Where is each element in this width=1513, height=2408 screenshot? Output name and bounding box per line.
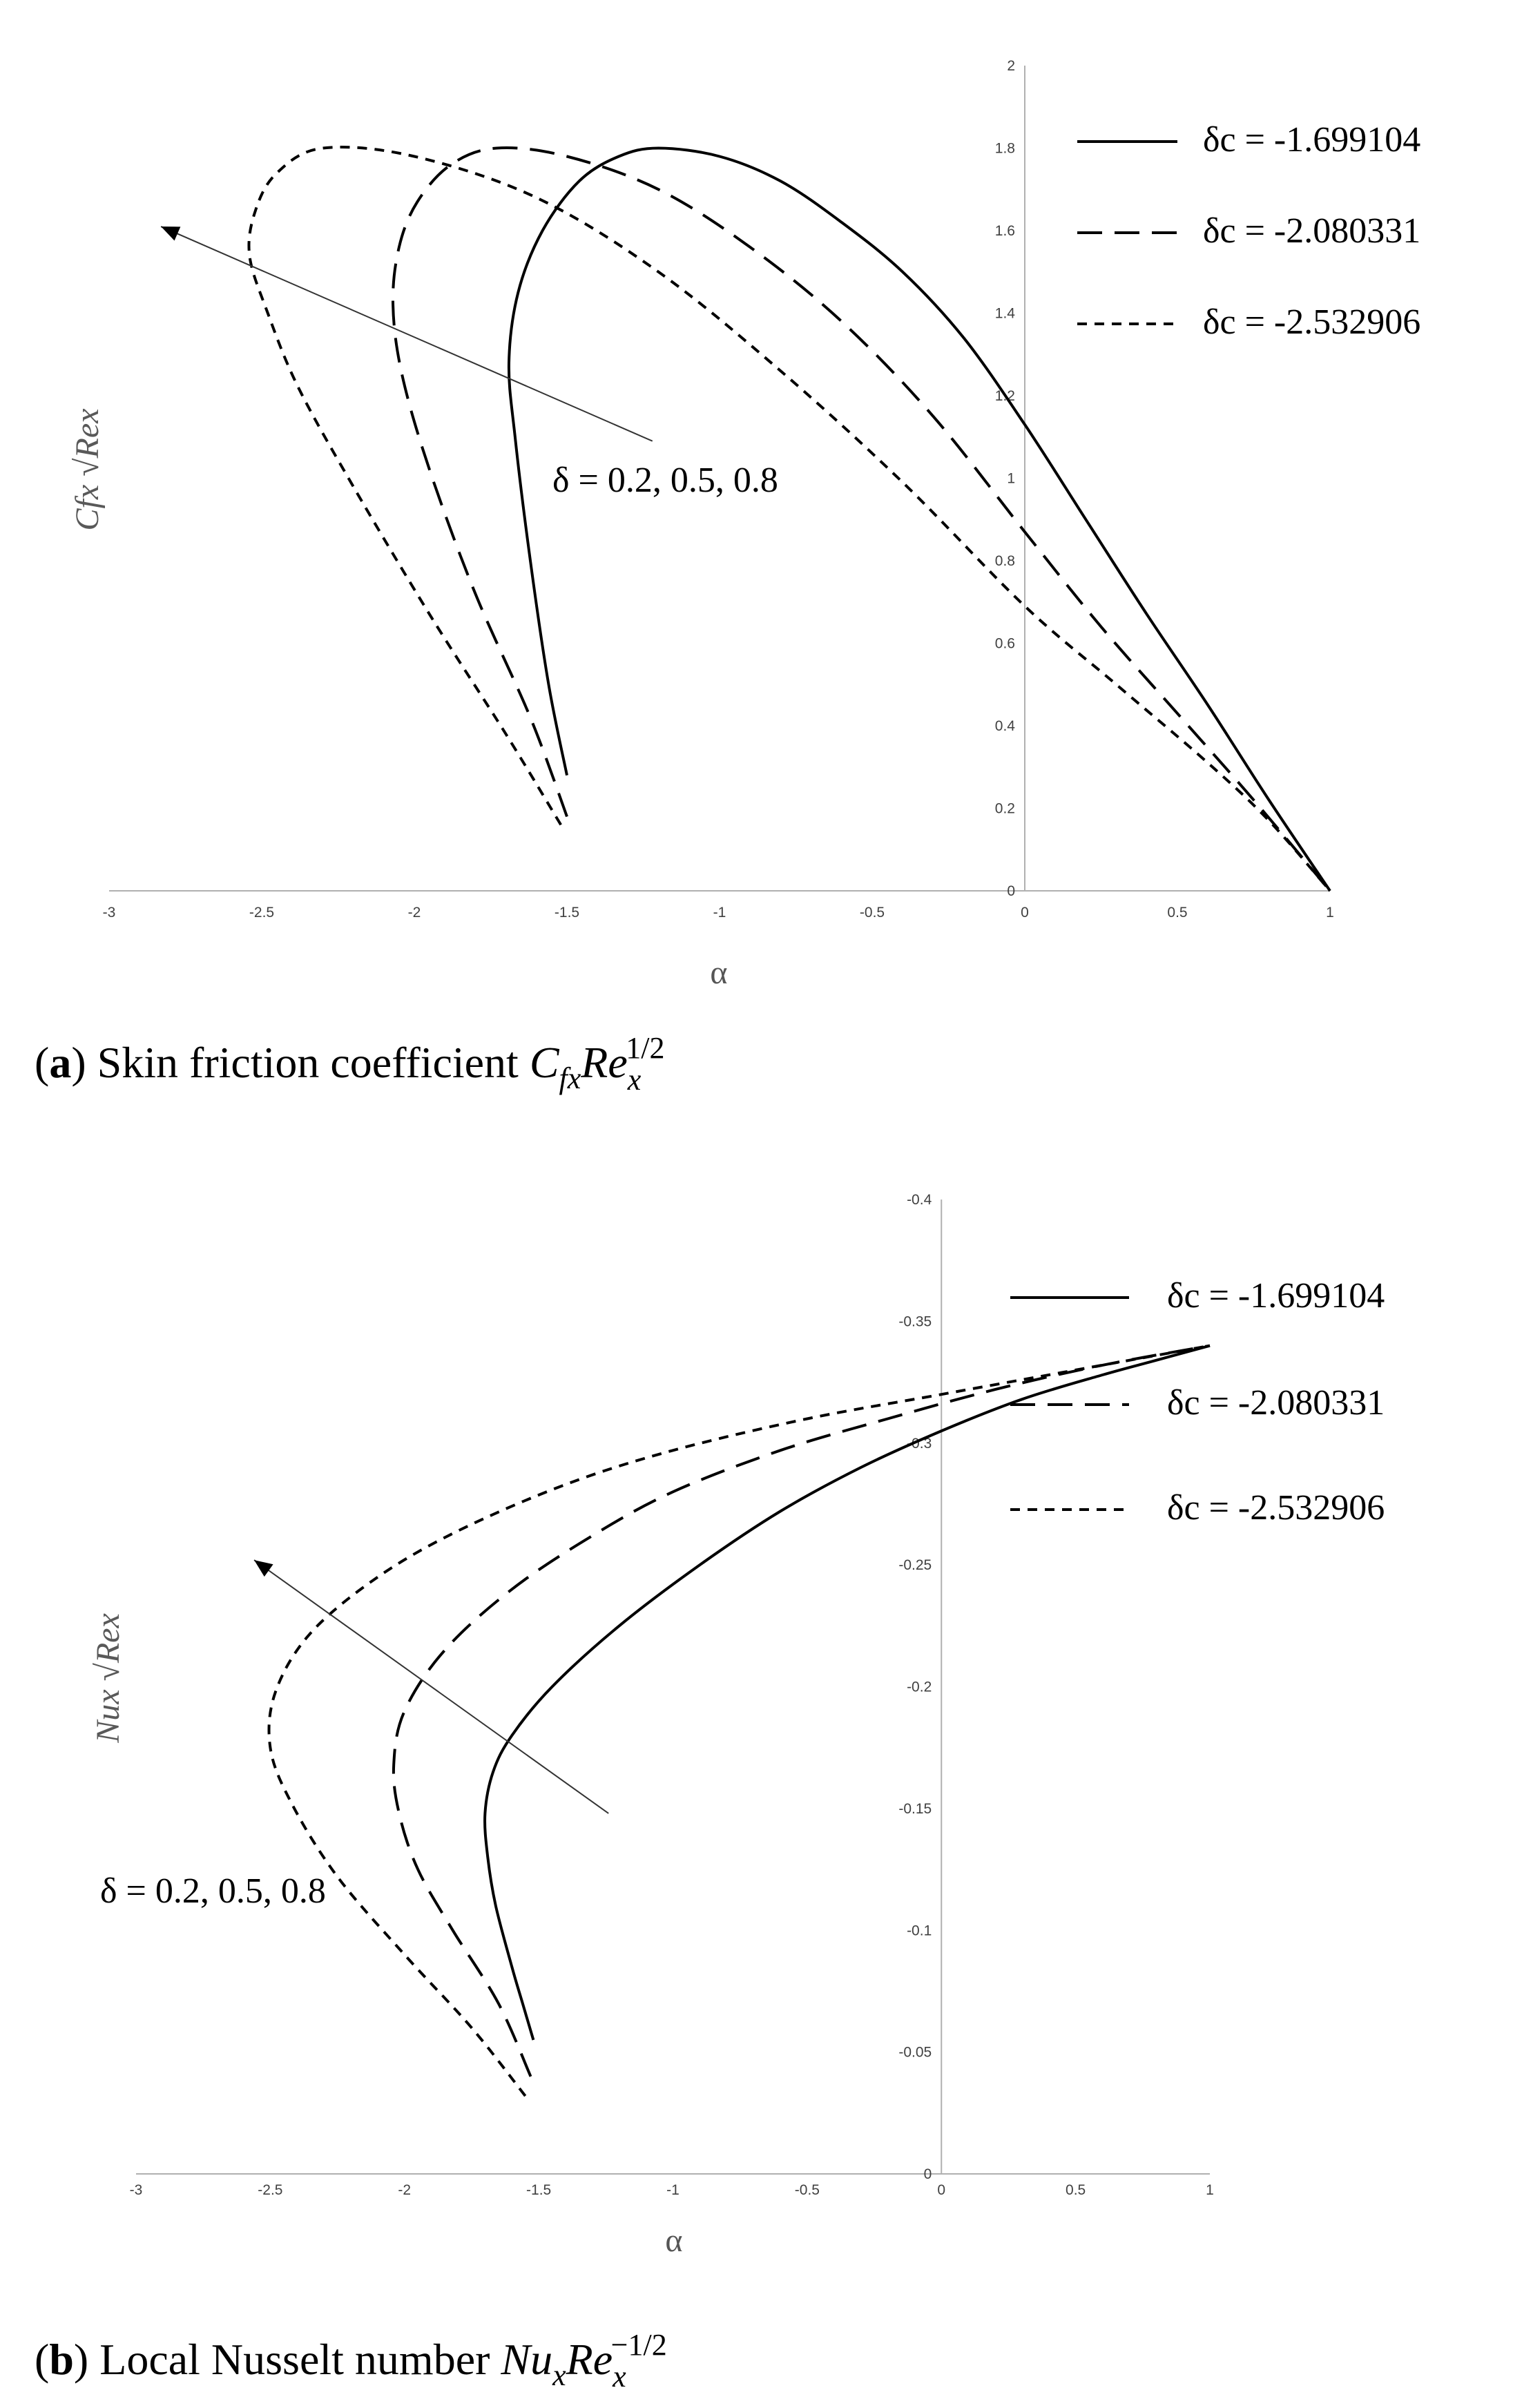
panel-a-caption-open-paren: ( — [35, 1038, 49, 1087]
panel-b-legend-label-1: δc = -1.699104 — [1167, 1276, 1385, 1316]
panel-b-x-tick-label: -1.5 — [526, 2182, 551, 2198]
panel-a-y-tick-label: 0.2 — [995, 801, 1015, 817]
panel-b-x-tick-label: -2.5 — [258, 2182, 282, 2198]
panel-a-x-axis-label: α — [710, 954, 727, 991]
panel-b-caption-label: b — [49, 2335, 74, 2384]
panel-a-caption: (a) Skin friction coefficient CfxRex1/2 — [35, 1031, 665, 1097]
panel-a-arrow-line — [160, 226, 653, 442]
panel-b-caption: (b) Local Nusselt number NuxRex−1/2 — [35, 2328, 667, 2393]
panel-b-legend-label-2: δc = -2.080331 — [1167, 1383, 1385, 1423]
panel-b-caption-symbol2: Re — [566, 2335, 613, 2384]
panel-b-caption-symbol: Nu — [500, 2335, 552, 2384]
panel-a-caption-symbol-sub: fx — [559, 1061, 581, 1095]
panel-a-x-tick-label: 0 — [1021, 905, 1029, 921]
panel-a-y-axis-label: Cfx √Rex — [69, 409, 106, 531]
panel-a-x-tick-label: 1 — [1326, 905, 1334, 921]
panel-a-caption-label: a — [49, 1038, 71, 1087]
panel-b-caption-symbol-sub: x — [552, 2358, 566, 2392]
panel-a-caption-symbol2-sup: 1/2 — [626, 1031, 664, 1065]
panel-b-caption-open-paren: ( — [35, 2335, 49, 2384]
panel-a-series-line-1 — [507, 146, 1331, 892]
panel-a-caption-space — [519, 1038, 530, 1087]
panel-b: -3 -2.5 -2 -1.5 -1 -0.5 0 0.5 1 0 -0.05 -0.1 -0.15 -0… — [35, 1192, 1385, 2393]
panel-a-x-tick-label: -1.5 — [555, 905, 579, 921]
panel-a-x-tick-label: 0.5 — [1167, 905, 1187, 921]
panel-a-legend-label-3: δc = -2.532906 — [1203, 302, 1420, 342]
panel-a-legend-label-2: δc = -2.080331 — [1203, 211, 1420, 251]
panel-b-delta-annotation: δ = 0.2, 0.5, 0.8 — [100, 1871, 326, 1911]
panel-a-x-tick-label: -0.5 — [860, 905, 885, 921]
panel-b-x-tick-label: 0 — [937, 2182, 945, 2198]
panel-b-series-line-1 — [483, 1344, 1211, 2041]
panel-a-arrow-head — [161, 227, 181, 241]
panel-a-y-tick-label: 0.6 — [995, 636, 1015, 652]
panel-a-x-tick-label: -2 — [408, 905, 421, 921]
panel-b-x-tick-label: -3 — [130, 2182, 143, 2198]
panel-b-y-tick-label: -0.4 — [907, 1192, 932, 1208]
panel-a-y-tick-label: 0 — [1007, 883, 1015, 899]
panel-b-y-tick-label: -0.1 — [907, 1923, 932, 1938]
panel-a-y-tick-label: 1.6 — [995, 223, 1015, 239]
panel-a-y-tick-label: 1 — [1007, 471, 1015, 487]
panel-a-y-tick-label: 2 — [1007, 58, 1015, 74]
panel-a-x-tick-label: -2.5 — [249, 905, 274, 921]
panel-b-legend-label-3: δc = -2.532906 — [1167, 1488, 1385, 1528]
panel-a-delta-annotation: δ = 0.2, 0.5, 0.8 — [552, 461, 778, 500]
panel-b-x-axis-label: α — [665, 2222, 682, 2259]
panel-b-x-tick-label: 0.5 — [1066, 2182, 1086, 2198]
panel-b-caption-symbol2-sub: x — [612, 2360, 626, 2393]
panel-b-caption-space — [490, 2335, 501, 2384]
panel-b-series-line-3 — [267, 1344, 1211, 2097]
panel-b-caption-symbol2-sup: −1/2 — [611, 2328, 667, 2362]
panel-b-y-tick-label: 0 — [924, 2166, 932, 2182]
panel-a-x-tick-label: -3 — [103, 905, 116, 921]
panel-a-caption-symbol2: Re — [580, 1038, 628, 1087]
panel-b-x-tick-label: -2 — [398, 2182, 411, 2198]
panel-b-arrow-line — [253, 1559, 609, 1814]
panel-a-x-tick-label: -1 — [713, 905, 726, 921]
panel-b-caption-close-paren: ) — [74, 2335, 99, 2384]
panel-b-y-axis-label: Nux √Rex — [90, 1613, 126, 1744]
panel-a-y-tick-label: 0.4 — [995, 718, 1016, 734]
panel-a-caption-symbol: C — [530, 1038, 560, 1087]
panel-b-y-tick-label: -0.2 — [907, 1679, 932, 1695]
panel-a: -3 -2.5 -2 -1.5 -1 -0.5 0 0.5 100.20.40.60.811.2… — [35, 58, 1420, 1097]
panel-a-caption-symbol2-sub: x — [627, 1063, 642, 1097]
panel-b-x-tick-label: -0.5 — [795, 2182, 820, 2198]
panel-b-series-line-2 — [392, 1344, 1211, 2077]
panel-b-y-tick-label: -0.25 — [898, 1557, 932, 1573]
panel-a-y-tick-label: 1.8 — [995, 141, 1015, 157]
panel-a-caption-close-paren: ) — [71, 1038, 97, 1087]
panel-b-y-tick-label: -0.3 — [907, 1436, 932, 1452]
panel-a-legend-label-1: δc = -1.699104 — [1203, 120, 1420, 160]
panel-b-caption-text: Local Nusselt number — [99, 2335, 490, 2384]
panel-b-y-tick-label: -0.05 — [898, 2045, 932, 2061]
panel-b-y-tick-label: -0.35 — [898, 1313, 932, 1329]
panel-b-x-tick-label: 1 — [1206, 2182, 1214, 2198]
panel-a-caption-text: Skin friction coefficient — [97, 1038, 519, 1087]
panel-b-y-tick-label: -0.15 — [898, 1801, 932, 1817]
panel-b-x-tick-label: -1 — [666, 2182, 680, 2198]
panel-a-y-tick-label: 1.4 — [995, 306, 1016, 322]
panel-a-series-line-3 — [247, 146, 1331, 892]
panel-a-series-line-2 — [391, 146, 1331, 892]
panel-b-arrow-head — [254, 1560, 273, 1577]
panel-a-y-tick-label: 0.8 — [995, 553, 1015, 569]
